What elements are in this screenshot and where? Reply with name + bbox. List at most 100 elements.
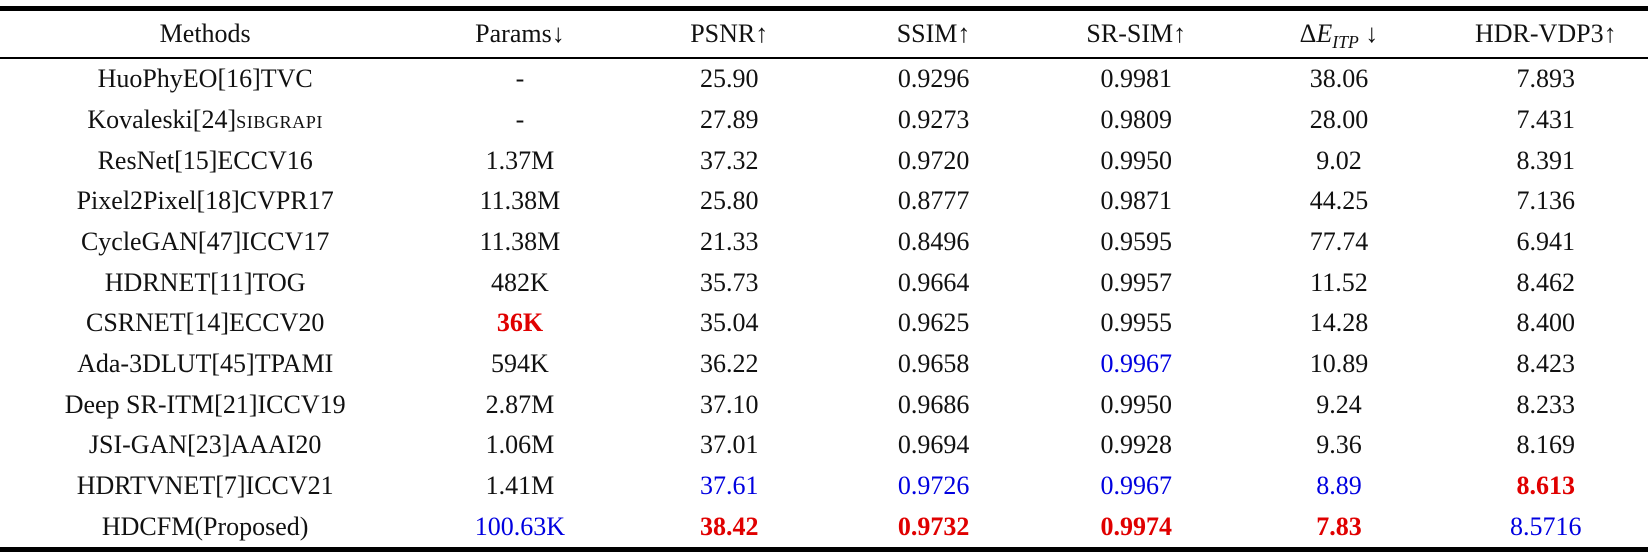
value-cell-params: 2.87M <box>485 389 555 419</box>
value-cell-ssim: 0.9664 <box>897 267 970 297</box>
value-cell-sr-sim: 0.9967 <box>1100 348 1173 378</box>
value-cell-sr-sim: 0.9871 <box>1100 186 1173 216</box>
value-cell-ssim: 0.9273 <box>897 105 970 134</box>
value-cell-params: 100.63K <box>474 511 566 541</box>
value-cell-ssim: 0.8496 <box>897 226 970 256</box>
table-row: CycleGAN[47]ICCV17 11.38M 21.33 0.8496 0.959… <box>0 222 1648 263</box>
value-cell-hdr-vdp3: 8.613 <box>1516 470 1576 500</box>
value-cell-hdr-vdp3: 7.893 <box>1516 64 1576 94</box>
method-venue-smallcaps: SIBGRAPI <box>236 112 323 132</box>
table-row: Kovaleski[24]SIBGRAPI - 27.89 0.9273 0.9809 2… <box>0 100 1648 141</box>
value-cell-ssim: 0.9694 <box>897 430 970 460</box>
value-cell-delta-e-itp: 14.28 <box>1309 308 1369 338</box>
value-cell-delta-e-itp: 9.02 <box>1316 145 1362 175</box>
value-cell-delta-e-itp: 77.74 <box>1309 226 1369 256</box>
value-cell-ssim: 0.9296 <box>897 64 970 94</box>
value-cell-delta-e-itp: 44.25 <box>1309 186 1369 216</box>
value-cell-delta-e-itp: 7.83 <box>1316 511 1362 541</box>
value-cell-hdr-vdp3: 8.5716 <box>1510 511 1582 541</box>
method-cell: Ada-3DLUT[45]TPAMI <box>77 348 334 378</box>
value-cell-hdr-vdp3: 8.423 <box>1516 348 1576 378</box>
method-cell: CycleGAN[47]ICCV17 <box>80 226 330 256</box>
value-cell-sr-sim: 0.9981 <box>1100 64 1173 94</box>
method-cell: ResNet[15]ECCV16 <box>97 145 313 175</box>
method-cell: HDRTVNET[7]ICCV21 <box>76 470 334 500</box>
table-body: HuoPhyEO[16]TVC - 25.90 0.9296 0.9981 38.06 7.… <box>0 58 1648 550</box>
value-cell-ssim: 0.9720 <box>897 145 970 175</box>
value-cell-psnr: 35.73 <box>699 267 759 297</box>
value-cell-sr-sim: 0.9967 <box>1100 470 1173 500</box>
value-cell-delta-e-itp: 8.89 <box>1316 470 1362 500</box>
method-cell: HDRNET[11]TOG <box>104 267 306 297</box>
value-cell-psnr: 25.90 <box>699 64 759 94</box>
value-cell-hdr-vdp3: 6.941 <box>1516 226 1576 256</box>
value-cell-sr-sim: 0.9974 <box>1100 511 1173 541</box>
value-cell-psnr: 37.10 <box>699 389 759 419</box>
value-cell-psnr: 35.04 <box>699 308 759 338</box>
value-cell-psnr: 37.01 <box>699 430 759 460</box>
column-header-ssim: SSIM↑ <box>828 8 1039 59</box>
method-cell: JSI-GAN[23]AAAI20 <box>88 430 322 460</box>
method-cell: Deep SR-ITM[21]ICCV19 <box>64 389 346 419</box>
column-header-hdr-vdp3: HDR-VDP3↑ <box>1443 8 1648 59</box>
value-cell-params: 594K <box>491 348 549 378</box>
value-cell-sr-sim: 0.9928 <box>1100 430 1173 460</box>
column-header-delta-e-itp: ΔEITP ↓ <box>1234 8 1444 59</box>
column-header-methods: Methods <box>0 8 411 59</box>
value-cell-params: 11.38M <box>479 186 561 216</box>
table-row: HDRTVNET[7]ICCV21 1.41M 37.61 0.9726 0.9967 8… <box>0 466 1648 507</box>
table-row: HDCFM(Proposed) 100.63K 38.42 0.9732 0.9974 7… <box>0 506 1648 549</box>
value-cell-sr-sim: 0.9957 <box>1100 267 1173 297</box>
value-cell-psnr: 38.42 <box>699 511 759 541</box>
value-cell-hdr-vdp3: 8.233 <box>1516 389 1576 419</box>
column-header-sr-sim: SR-SIM↑ <box>1038 8 1235 59</box>
value-cell-ssim: 0.9625 <box>897 308 970 338</box>
value-cell-hdr-vdp3: 8.462 <box>1516 267 1576 297</box>
method-cell: HDCFM(Proposed) <box>101 511 309 541</box>
value-cell-psnr: 25.80 <box>699 186 759 216</box>
value-cell-sr-sim: 0.9595 <box>1100 226 1173 256</box>
value-cell-delta-e-itp: 9.24 <box>1316 389 1362 419</box>
value-cell-ssim: 0.8777 <box>897 186 970 216</box>
value-cell-hdr-vdp3: 7.136 <box>1516 186 1576 216</box>
value-cell-params: 482K <box>491 267 549 297</box>
table-row: HDRNET[11]TOG 482K 35.73 0.9664 0.9957 11.52 8… <box>0 262 1648 303</box>
value-cell-hdr-vdp3: 7.431 <box>1516 105 1576 134</box>
value-cell-sr-sim: 0.9955 <box>1100 308 1173 338</box>
value-cell-delta-e-itp: 38.06 <box>1309 64 1369 94</box>
value-cell-psnr: 21.33 <box>699 226 759 256</box>
value-cell-psnr: 37.32 <box>699 145 759 175</box>
value-cell-ssim: 0.9686 <box>897 389 970 419</box>
method-cell: HuoPhyEO[16]TVC <box>97 64 313 94</box>
value-cell-params: - <box>515 105 525 134</box>
value-cell-params: - <box>515 64 525 94</box>
value-cell-delta-e-itp: 28.00 <box>1309 105 1369 134</box>
table-row: JSI-GAN[23]AAAI20 1.06M 37.01 0.9694 0.9928 9… <box>0 425 1648 466</box>
value-cell-params: 1.41M <box>485 470 555 500</box>
table-row: HuoPhyEO[16]TVC - 25.90 0.9296 0.9981 38.06 7.… <box>0 58 1648 100</box>
value-cell-params: 36K <box>496 308 544 338</box>
table-header: Methods Params↓ PSNR↑ SSIM↑ SR-SIM↑ ΔEITP ↓ HD… <box>0 8 1648 59</box>
value-cell-delta-e-itp: 11.52 <box>1310 267 1368 297</box>
column-header-params: Params↓ <box>410 8 630 59</box>
table-row: Pixel2Pixel[18]CVPR17 11.38M 25.80 0.8777 0.… <box>0 181 1648 222</box>
value-cell-psnr: 27.89 <box>699 105 759 134</box>
value-cell-delta-e-itp: 9.36 <box>1316 430 1362 460</box>
value-cell-sr-sim: 0.9809 <box>1100 105 1173 134</box>
table-row: ResNet[15]ECCV16 1.37M 37.32 0.9720 0.9950 9.… <box>0 140 1648 181</box>
header-row: Methods Params↓ PSNR↑ SSIM↑ SR-SIM↑ ΔEITP ↓ HD… <box>0 8 1648 59</box>
value-cell-hdr-vdp3: 8.400 <box>1516 308 1576 338</box>
table-row: CSRNET[14]ECCV20 36K 35.04 0.9625 0.9955 14.2… <box>0 303 1648 344</box>
value-cell-psnr: 37.61 <box>699 470 759 500</box>
value-cell-delta-e-itp: 10.89 <box>1309 348 1369 378</box>
method-cell: Pixel2Pixel[18]CVPR17 <box>76 186 334 216</box>
value-cell-sr-sim: 0.9950 <box>1100 389 1173 419</box>
table-row: Ada-3DLUT[45]TPAMI 594K 36.22 0.9658 0.9967 1… <box>0 344 1648 385</box>
column-header-psnr: PSNR↑ <box>629 8 829 59</box>
value-cell-params: 11.38M <box>479 226 561 256</box>
value-cell-ssim: 0.9726 <box>897 470 970 500</box>
value-cell-ssim: 0.9732 <box>897 511 970 541</box>
value-cell-params: 1.37M <box>485 145 555 175</box>
method-cell: Kovaleski[24]SIBGRAPI <box>87 105 323 134</box>
